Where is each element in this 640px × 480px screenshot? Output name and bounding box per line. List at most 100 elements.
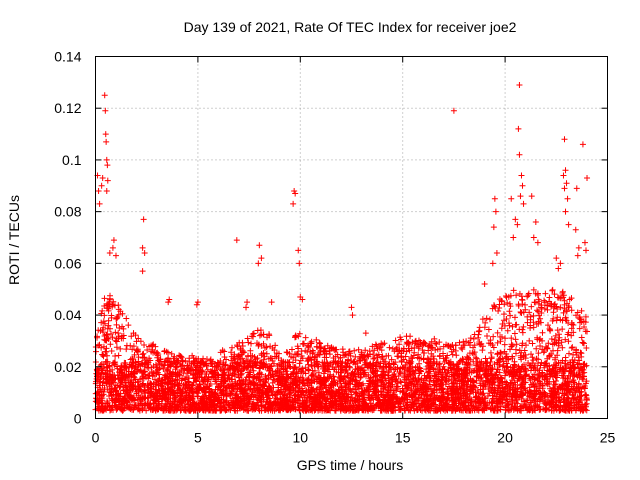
data-point bbox=[565, 338, 572, 345]
data-point bbox=[258, 331, 265, 338]
data-point bbox=[315, 369, 322, 376]
data-point bbox=[559, 288, 566, 295]
data-point bbox=[459, 346, 466, 353]
data-point bbox=[506, 308, 513, 315]
data-point bbox=[125, 322, 132, 329]
data-point bbox=[453, 352, 460, 359]
data-point bbox=[296, 360, 303, 367]
data-point bbox=[244, 335, 251, 342]
data-point bbox=[527, 316, 534, 323]
data-point bbox=[117, 345, 124, 352]
data-point bbox=[396, 341, 403, 348]
data-point bbox=[102, 348, 109, 355]
data-point bbox=[533, 355, 540, 362]
data-point bbox=[503, 315, 510, 322]
data-point bbox=[534, 307, 541, 314]
data-point bbox=[449, 351, 456, 358]
data-point bbox=[108, 347, 115, 354]
data-point bbox=[116, 325, 123, 332]
data-point bbox=[564, 331, 571, 338]
data-point bbox=[479, 347, 486, 354]
data-point bbox=[371, 347, 378, 354]
data-point bbox=[386, 344, 393, 351]
data-point bbox=[512, 336, 519, 343]
data-point bbox=[394, 344, 401, 351]
data-point bbox=[307, 340, 314, 347]
data-point bbox=[538, 305, 545, 312]
data-point bbox=[123, 342, 130, 349]
data-point bbox=[530, 357, 537, 364]
data-point bbox=[576, 357, 583, 364]
data-point bbox=[115, 330, 122, 337]
data-point bbox=[509, 342, 516, 349]
data-point bbox=[526, 309, 533, 316]
data-point bbox=[98, 344, 105, 351]
data-point bbox=[207, 381, 214, 388]
data-point bbox=[245, 339, 252, 346]
data-point bbox=[298, 352, 305, 359]
data-point bbox=[129, 346, 136, 353]
data-point bbox=[537, 342, 544, 349]
data-point bbox=[580, 318, 587, 325]
data-point bbox=[432, 340, 439, 347]
data-point bbox=[407, 333, 414, 340]
data-point bbox=[576, 325, 583, 332]
data-point bbox=[524, 319, 531, 326]
data-point bbox=[498, 325, 505, 332]
data-point bbox=[566, 350, 573, 357]
data-point bbox=[530, 319, 537, 326]
data-point bbox=[491, 361, 498, 368]
data-point bbox=[513, 341, 520, 348]
data-point bbox=[562, 315, 569, 322]
data-point bbox=[346, 364, 353, 371]
data-point bbox=[317, 340, 324, 347]
data-point bbox=[533, 345, 540, 352]
data-point bbox=[112, 353, 119, 360]
data-point bbox=[519, 329, 526, 336]
data-point bbox=[577, 319, 584, 326]
data-point bbox=[101, 295, 108, 302]
data-point bbox=[506, 320, 513, 327]
data-point bbox=[569, 321, 576, 328]
data-point bbox=[113, 344, 120, 351]
data-point bbox=[554, 327, 561, 334]
data-point bbox=[395, 353, 402, 360]
data-point bbox=[584, 328, 591, 335]
data-point bbox=[568, 345, 575, 352]
data-point bbox=[570, 329, 577, 336]
data-point bbox=[115, 352, 122, 359]
data-point bbox=[550, 315, 557, 322]
data-point bbox=[362, 347, 369, 354]
data-point bbox=[526, 337, 533, 344]
data-point bbox=[559, 326, 566, 333]
data-point bbox=[559, 344, 566, 351]
data-point bbox=[466, 365, 473, 372]
data-point bbox=[501, 341, 508, 348]
data-point bbox=[419, 346, 426, 353]
data-point bbox=[409, 355, 416, 362]
data-point bbox=[434, 346, 441, 353]
data-point bbox=[168, 350, 175, 357]
data-point bbox=[542, 290, 549, 297]
data-point bbox=[508, 341, 515, 348]
chart-title: Day 139 of 2021, Rate Of TEC Index for r… bbox=[184, 19, 517, 35]
data-point bbox=[483, 315, 490, 322]
data-point bbox=[99, 379, 106, 386]
data-point bbox=[529, 354, 536, 361]
data-point bbox=[388, 356, 395, 363]
data-point bbox=[535, 350, 542, 357]
data-point bbox=[475, 331, 482, 338]
data-point bbox=[488, 354, 495, 361]
data-point bbox=[535, 308, 542, 315]
data-point bbox=[431, 335, 438, 342]
data-point bbox=[158, 361, 165, 368]
data-point bbox=[483, 359, 490, 366]
data-point bbox=[476, 327, 483, 334]
data-point bbox=[141, 383, 148, 390]
data-point bbox=[431, 355, 438, 362]
data-point bbox=[137, 338, 144, 345]
data-point bbox=[302, 364, 309, 371]
data-point bbox=[141, 341, 148, 348]
data-point bbox=[141, 390, 148, 397]
